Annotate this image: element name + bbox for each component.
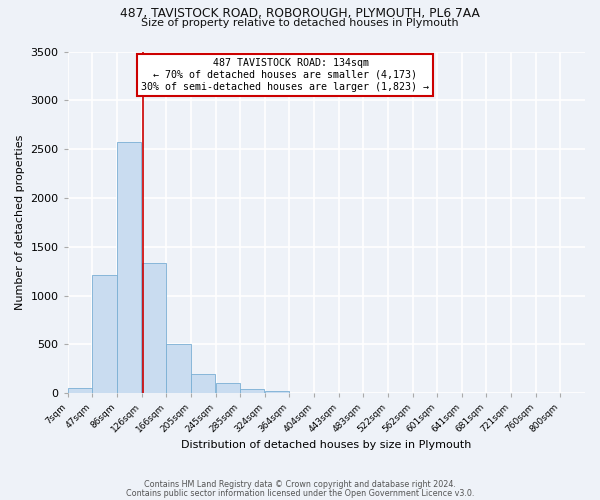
Bar — [92, 274, 116, 394]
Text: Size of property relative to detached houses in Plymouth: Size of property relative to detached ho… — [141, 18, 459, 28]
Text: 487, TAVISTOCK ROAD, ROBOROUGH, PLYMOUTH, PL6 7AA: 487, TAVISTOCK ROAD, ROBOROUGH, PLYMOUTH… — [120, 8, 480, 20]
Bar — [117, 142, 141, 394]
Bar — [215, 382, 240, 394]
Text: Contains HM Land Registry data © Crown copyright and database right 2024.: Contains HM Land Registry data © Crown c… — [144, 480, 456, 489]
Bar — [191, 374, 215, 394]
Text: 487 TAVISTOCK ROAD: 134sqm
← 70% of detached houses are smaller (4,173)
30% of s: 487 TAVISTOCK ROAD: 134sqm ← 70% of deta… — [141, 58, 429, 92]
Bar — [240, 389, 265, 394]
Bar — [166, 344, 191, 394]
Bar — [265, 392, 289, 394]
Bar — [142, 263, 166, 394]
Bar — [68, 388, 92, 394]
Y-axis label: Number of detached properties: Number of detached properties — [15, 134, 25, 310]
Text: Contains public sector information licensed under the Open Government Licence v3: Contains public sector information licen… — [126, 488, 474, 498]
X-axis label: Distribution of detached houses by size in Plymouth: Distribution of detached houses by size … — [181, 440, 472, 450]
